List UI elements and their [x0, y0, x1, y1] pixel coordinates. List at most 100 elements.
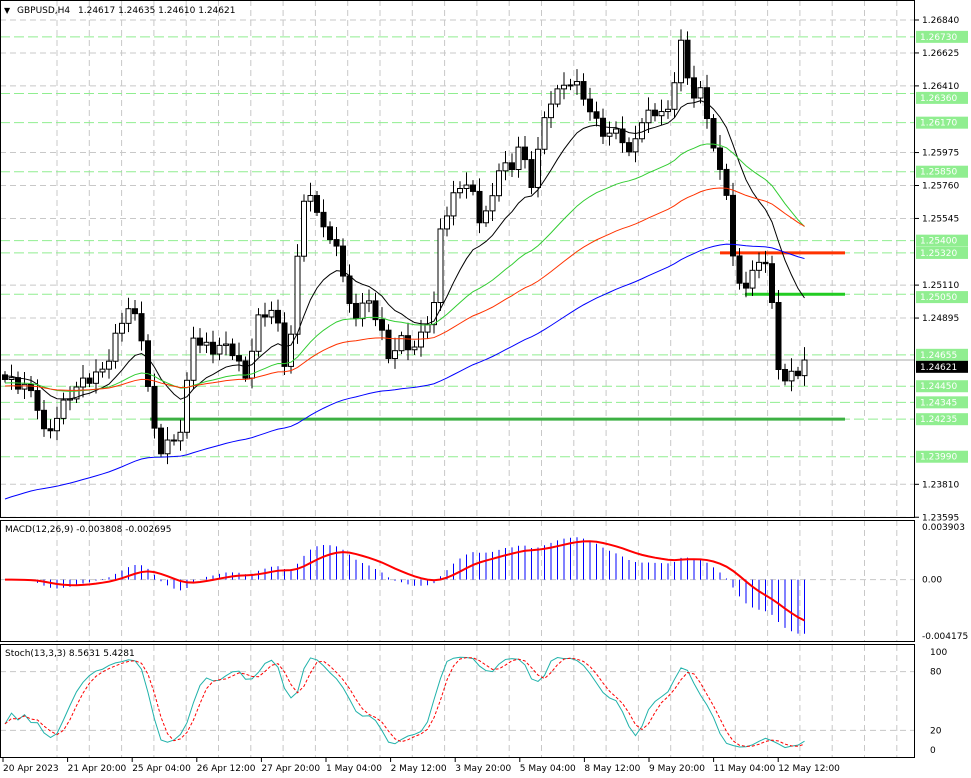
candle	[223, 343, 229, 346]
candle	[184, 379, 190, 433]
candle	[411, 346, 418, 351]
level-label: 1.24235	[920, 415, 957, 425]
candle	[392, 350, 398, 360]
candle	[112, 332, 119, 362]
current-price-bg	[916, 360, 968, 373]
candle	[171, 439, 177, 442]
stoch-axis-label: 0	[930, 746, 936, 756]
candle	[756, 261, 762, 271]
candle	[515, 146, 522, 171]
candle	[197, 337, 203, 346]
time-axis-label: 2 May 12:00	[391, 764, 447, 774]
stoch-k-line	[4, 656, 805, 749]
candle	[710, 118, 717, 149]
horizontal-levels	[0, 36, 915, 458]
candle	[353, 302, 359, 320]
ma-fast-line	[4, 100, 805, 400]
candle	[229, 343, 236, 357]
candle	[795, 370, 801, 377]
macd-axis-label: -0.004175	[922, 632, 968, 642]
candle	[697, 87, 704, 99]
candle	[463, 184, 470, 189]
time-axis-label: 25 Apr 04:00	[132, 764, 191, 774]
candle	[561, 84, 567, 90]
candle	[210, 341, 216, 355]
level-label: 1.25850	[920, 168, 957, 178]
time-axis-label: 20 Apr 2023	[3, 764, 59, 774]
candle	[73, 386, 80, 400]
candle	[502, 162, 509, 172]
candle	[60, 399, 67, 419]
candle	[138, 313, 145, 342]
candle	[489, 195, 496, 212]
candle	[275, 309, 281, 324]
candle	[424, 324, 431, 333]
ohlc-values: 1.24617 1.24635 1.24610 1.24621	[78, 6, 235, 16]
candle	[93, 371, 99, 384]
candle	[801, 359, 808, 377]
level-label: 1.24655	[920, 351, 957, 361]
candle	[457, 187, 463, 194]
candle	[151, 385, 158, 429]
candle	[496, 170, 502, 197]
ma-long-line	[4, 243, 805, 500]
level-label: 1.25050	[920, 293, 957, 303]
candle	[301, 200, 307, 257]
candle	[2, 374, 8, 380]
candle	[255, 314, 262, 352]
candle	[366, 300, 372, 304]
time-axis-label: 3 May 20:00	[455, 764, 511, 774]
stoch-axis-label: 80	[930, 668, 942, 678]
triangle-down-icon[interactable]: ▼	[4, 6, 11, 15]
level-label-bg	[916, 380, 968, 393]
price-axis-label: 1.23595	[922, 513, 959, 523]
candle	[613, 128, 619, 134]
candle	[385, 329, 392, 360]
candle	[190, 337, 197, 381]
panel-frames	[0, 0, 915, 758]
candle	[736, 255, 743, 284]
level-label-bg	[916, 165, 968, 178]
candle	[593, 111, 600, 119]
time-axis-label: 26 Apr 12:00	[197, 764, 256, 774]
candle	[574, 81, 580, 86]
symbol-label: GBPUSD,H4	[17, 6, 70, 16]
candle	[86, 377, 93, 384]
candle	[203, 341, 210, 346]
candle	[678, 39, 684, 84]
candle	[125, 308, 132, 324]
candle	[268, 309, 275, 318]
candle	[119, 322, 125, 334]
level-label-bg	[916, 246, 968, 259]
price-axis-label: 1.26410	[922, 82, 959, 92]
ma-mid-line	[4, 143, 805, 392]
stoch-axis-label: 100	[930, 648, 947, 658]
candle	[769, 263, 775, 303]
current-price-label: 1.24621	[920, 363, 957, 373]
price-axis-label: 1.26840	[922, 16, 959, 26]
macd-axis-label: 0.003903	[922, 523, 965, 533]
price-axis-label: 1.25760	[922, 181, 959, 191]
candle	[723, 168, 730, 196]
candle	[580, 81, 587, 100]
candle	[671, 82, 678, 110]
candle	[782, 368, 788, 382]
macd-axis-label: 0.00	[922, 576, 942, 586]
candle	[34, 390, 41, 411]
candle	[405, 335, 411, 351]
level-label: 1.25400	[920, 237, 957, 247]
candle	[476, 190, 483, 224]
candle	[730, 194, 736, 257]
candle	[665, 108, 671, 113]
candle	[340, 245, 346, 277]
axes: 1.26840 1.26730 1.26625 1.26410 1.26360 1.261…	[2, 16, 968, 774]
time-axis-label: 12 May 12:00	[778, 764, 840, 774]
moving-averages	[4, 100, 805, 500]
price-axis-label: 1.25110	[922, 281, 959, 291]
candle	[548, 103, 554, 119]
candle	[509, 162, 515, 171]
price-axis-label: 1.25975	[922, 149, 959, 159]
candle	[216, 344, 223, 355]
candle	[691, 77, 697, 99]
